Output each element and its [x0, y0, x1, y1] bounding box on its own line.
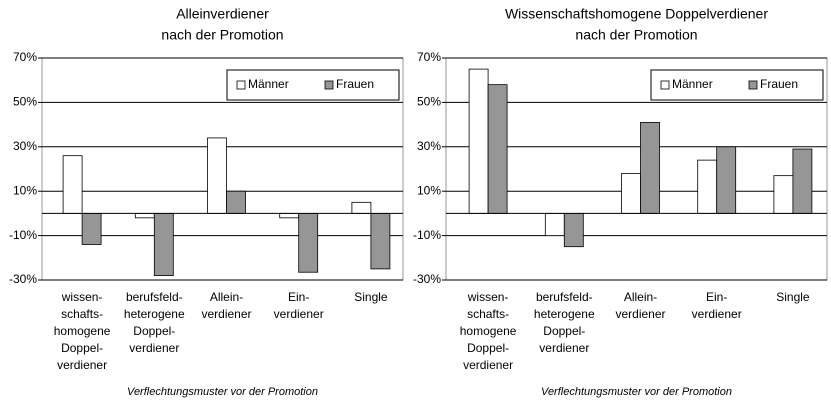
legend-swatch	[236, 80, 246, 90]
x-tick-label: verdiener	[692, 307, 742, 321]
bar	[134, 212, 155, 219]
x-tick-label: heterogene	[124, 307, 185, 321]
x-tick-label: Doppel-	[61, 341, 103, 355]
bar	[279, 212, 300, 219]
bar	[792, 148, 813, 214]
x-tick-label: Doppel-	[133, 324, 175, 338]
x-tick-label: Single	[776, 290, 810, 304]
legend-label: Männer	[672, 77, 713, 91]
y-tick-label: 30%	[417, 139, 441, 153]
bar	[544, 212, 565, 236]
x-tick-label: homogene	[460, 324, 517, 338]
bar	[207, 137, 227, 214]
x-tick-label: Doppel-	[467, 341, 509, 355]
chart-title: Alleinverdiener	[176, 6, 269, 22]
legend	[226, 69, 400, 101]
bar	[370, 212, 391, 270]
bar	[153, 212, 174, 276]
chart-title: Wissenschaftshomogene Doppelverdiener	[505, 6, 768, 22]
x-tick-label: Ein-	[706, 290, 727, 304]
y-tick-label: 70%	[13, 50, 37, 64]
x-tick-label: berufsfeld-	[126, 290, 183, 304]
x-tick-label: verdiener	[201, 307, 251, 321]
bar	[697, 159, 718, 214]
x-axis-label: Verflechtungsmuster vor der Promotion	[127, 386, 318, 398]
bar	[226, 190, 246, 214]
x-tick-label: verdiener	[129, 341, 179, 355]
x-tick-label: wissen-	[61, 290, 103, 304]
x-tick-label: Allein-	[624, 290, 657, 304]
x-tick-label: schafts-	[61, 307, 103, 321]
x-tick-label: verdiener	[539, 341, 589, 355]
y-tick-label: -30%	[9, 272, 37, 286]
bar	[62, 155, 83, 214]
x-tick-label: verdiener	[274, 307, 324, 321]
y-tick-label: 10%	[417, 183, 441, 197]
y-tick-label: 10%	[13, 183, 37, 197]
y-tick-label: 30%	[13, 139, 37, 153]
x-tick-label: heterogene	[534, 307, 595, 321]
x-tick-label: verdiener	[463, 358, 513, 372]
x-tick-label: verdiener	[615, 307, 665, 321]
bar	[773, 175, 794, 214]
x-axis-label: Verflechtungsmuster vor der Promotion	[541, 386, 732, 398]
y-tick-label: -30%	[413, 272, 441, 286]
bar	[81, 212, 102, 245]
bar	[716, 146, 737, 214]
chart-title: nach der Promotion	[575, 27, 697, 43]
x-tick-label: wissen-	[467, 290, 509, 304]
bar	[351, 201, 372, 214]
x-tick-label: Allein-	[210, 290, 243, 304]
x-tick-label: Ein-	[288, 290, 309, 304]
x-tick-label: Doppel-	[543, 324, 585, 338]
legend-swatch	[660, 80, 670, 90]
x-tick-label: homogene	[54, 324, 111, 338]
y-tick-label: -10%	[413, 228, 441, 242]
bar	[621, 173, 641, 214]
y-tick-label: 50%	[13, 95, 37, 109]
bar	[563, 212, 584, 248]
legend-label: Frauen	[760, 77, 798, 91]
bar	[487, 84, 508, 214]
x-tick-label: Single	[354, 290, 388, 304]
bar	[468, 68, 489, 214]
legend-swatch	[748, 80, 758, 90]
x-tick-label: berufsfeld-	[536, 290, 593, 304]
legend-label: Frauen	[336, 77, 374, 91]
legend-swatch	[324, 80, 334, 90]
y-tick-label: 70%	[417, 50, 441, 64]
y-tick-label: 50%	[417, 95, 441, 109]
y-tick-label: -10%	[9, 228, 37, 242]
bar	[298, 212, 319, 273]
x-tick-label: schafts-	[467, 307, 509, 321]
legend-label: Männer	[248, 77, 289, 91]
chart-title: nach der Promotion	[161, 27, 283, 43]
x-tick-label: verdiener	[57, 358, 107, 372]
bar	[640, 121, 660, 214]
legend	[650, 69, 824, 101]
